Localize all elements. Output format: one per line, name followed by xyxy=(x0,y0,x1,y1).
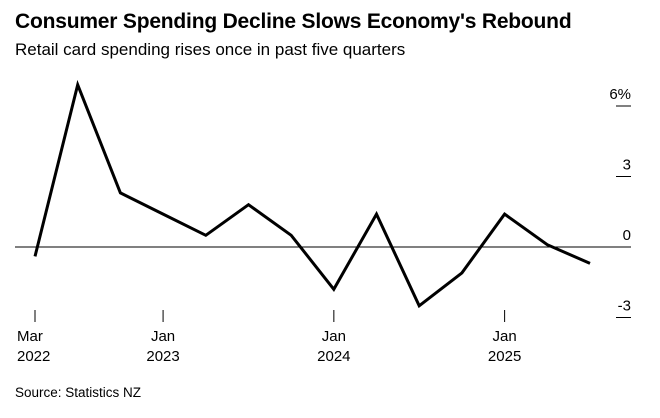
x-tick-label-month: Jan xyxy=(493,328,517,345)
chart-subtitle: Retail card spending rises once in past … xyxy=(15,40,406,59)
y-tick-label: 3 xyxy=(623,157,631,174)
y-tick-label: 6% xyxy=(609,86,631,103)
x-tick-label-year: 2024 xyxy=(317,348,350,365)
series-line xyxy=(33,79,591,309)
x-tick-label-year: 2023 xyxy=(146,348,179,365)
y-tick-label: 0 xyxy=(623,227,631,244)
y-tick-label: -3 xyxy=(618,298,631,315)
x-tick-label-year: 2025 xyxy=(488,348,521,365)
chart-title: Consumer Spending Decline Slows Economy'… xyxy=(15,10,572,33)
x-tick-label-month: Jan xyxy=(322,328,346,345)
source-note: Source: Statistics NZ xyxy=(15,385,142,400)
x-tick-label-month: Mar xyxy=(17,328,43,345)
x-tick-label-month: Jan xyxy=(151,328,175,345)
x-tick-label-year: 2022 xyxy=(17,348,50,365)
